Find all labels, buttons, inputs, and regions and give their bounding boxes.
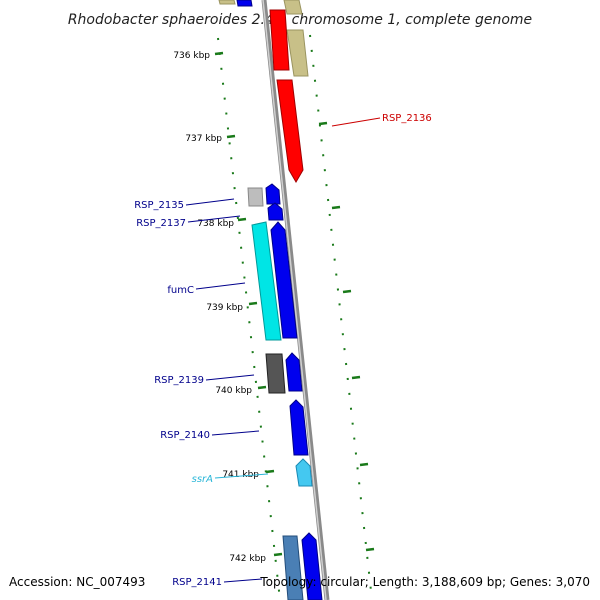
gene-rsp2139[interactable] [265,353,286,394]
gene-khaki-inner-top[interactable] [218,0,236,5]
gene-rsp2141[interactable] [282,535,304,600]
leader-rsp2139 [205,374,255,381]
label-rsp2141[interactable]: RSP_2141 [172,577,222,588]
gene-rsp2137[interactable] [267,202,284,221]
gene-khaki-outer-top[interactable] [283,0,303,15]
leader-rsp2136 [331,117,381,127]
gene-rsp2135[interactable] [247,187,264,207]
tick-label-740: 740 kbp [215,386,252,396]
chromosome-backbone-highlight [262,0,327,600]
leader-rsp2135 [185,198,235,206]
gene-blue-inner-top[interactable] [236,0,253,7]
tick-737 [226,134,236,139]
tick-label-741: 741 kbp [222,470,259,480]
gene-blue-fumC-pair[interactable] [270,221,298,339]
leader-ssrA [214,473,269,479]
leader-fumC [195,282,246,290]
gene-rsp2135-arrow[interactable] [265,183,281,205]
chromosome-backbone [261,0,330,600]
map-title: Rhodobacter sphaeroides 2.4.1 chromosome… [68,12,532,28]
gene-rsp2136[interactable] [276,79,304,183]
tick-label-737: 737 kbp [185,134,222,144]
tick-738 [237,217,247,222]
tick-label-738: 738 kbp [197,219,234,229]
tick-740 [257,385,267,390]
tick-742 [273,552,283,557]
label-ssrA[interactable]: ssrA [192,474,214,485]
label-fumC[interactable]: fumC [167,285,194,296]
tick-label-742: 742 kbp [229,554,266,564]
gene-khaki-outer[interactable] [286,29,309,77]
tick-736 [214,51,224,56]
tick-739 [248,301,258,306]
tick-741 [265,469,275,474]
label-rsp2135[interactable]: RSP_2135 [134,200,184,211]
gene-rsp2141-arrow[interactable] [301,532,323,600]
gene-rsp2139-arrow[interactable] [285,352,303,392]
topology-text: Topology: circular; Length: 3,188,609 bp… [259,575,590,589]
leader-rsp2137 [187,215,241,223]
tick-marks [214,51,375,557]
leader-rsp2140 [211,430,260,436]
gene-fumC[interactable] [251,221,282,341]
label-rsp2136[interactable]: RSP_2136 [382,113,432,124]
label-rsp2140[interactable]: RSP_2140 [160,430,210,441]
accession-text: Accession: NC_007493 [9,575,145,589]
gene-rsp2140[interactable] [289,399,309,456]
label-rsp2137[interactable]: RSP_2137 [136,218,186,229]
tick-label-736: 736 kbp [173,51,210,61]
gene-red-top[interactable] [269,9,290,71]
label-rsp2139[interactable]: RSP_2139 [154,375,204,386]
tick-label-739: 739 kbp [206,303,243,313]
leader-rsp2141 [223,578,263,583]
gene-ssrA[interactable] [295,458,313,487]
